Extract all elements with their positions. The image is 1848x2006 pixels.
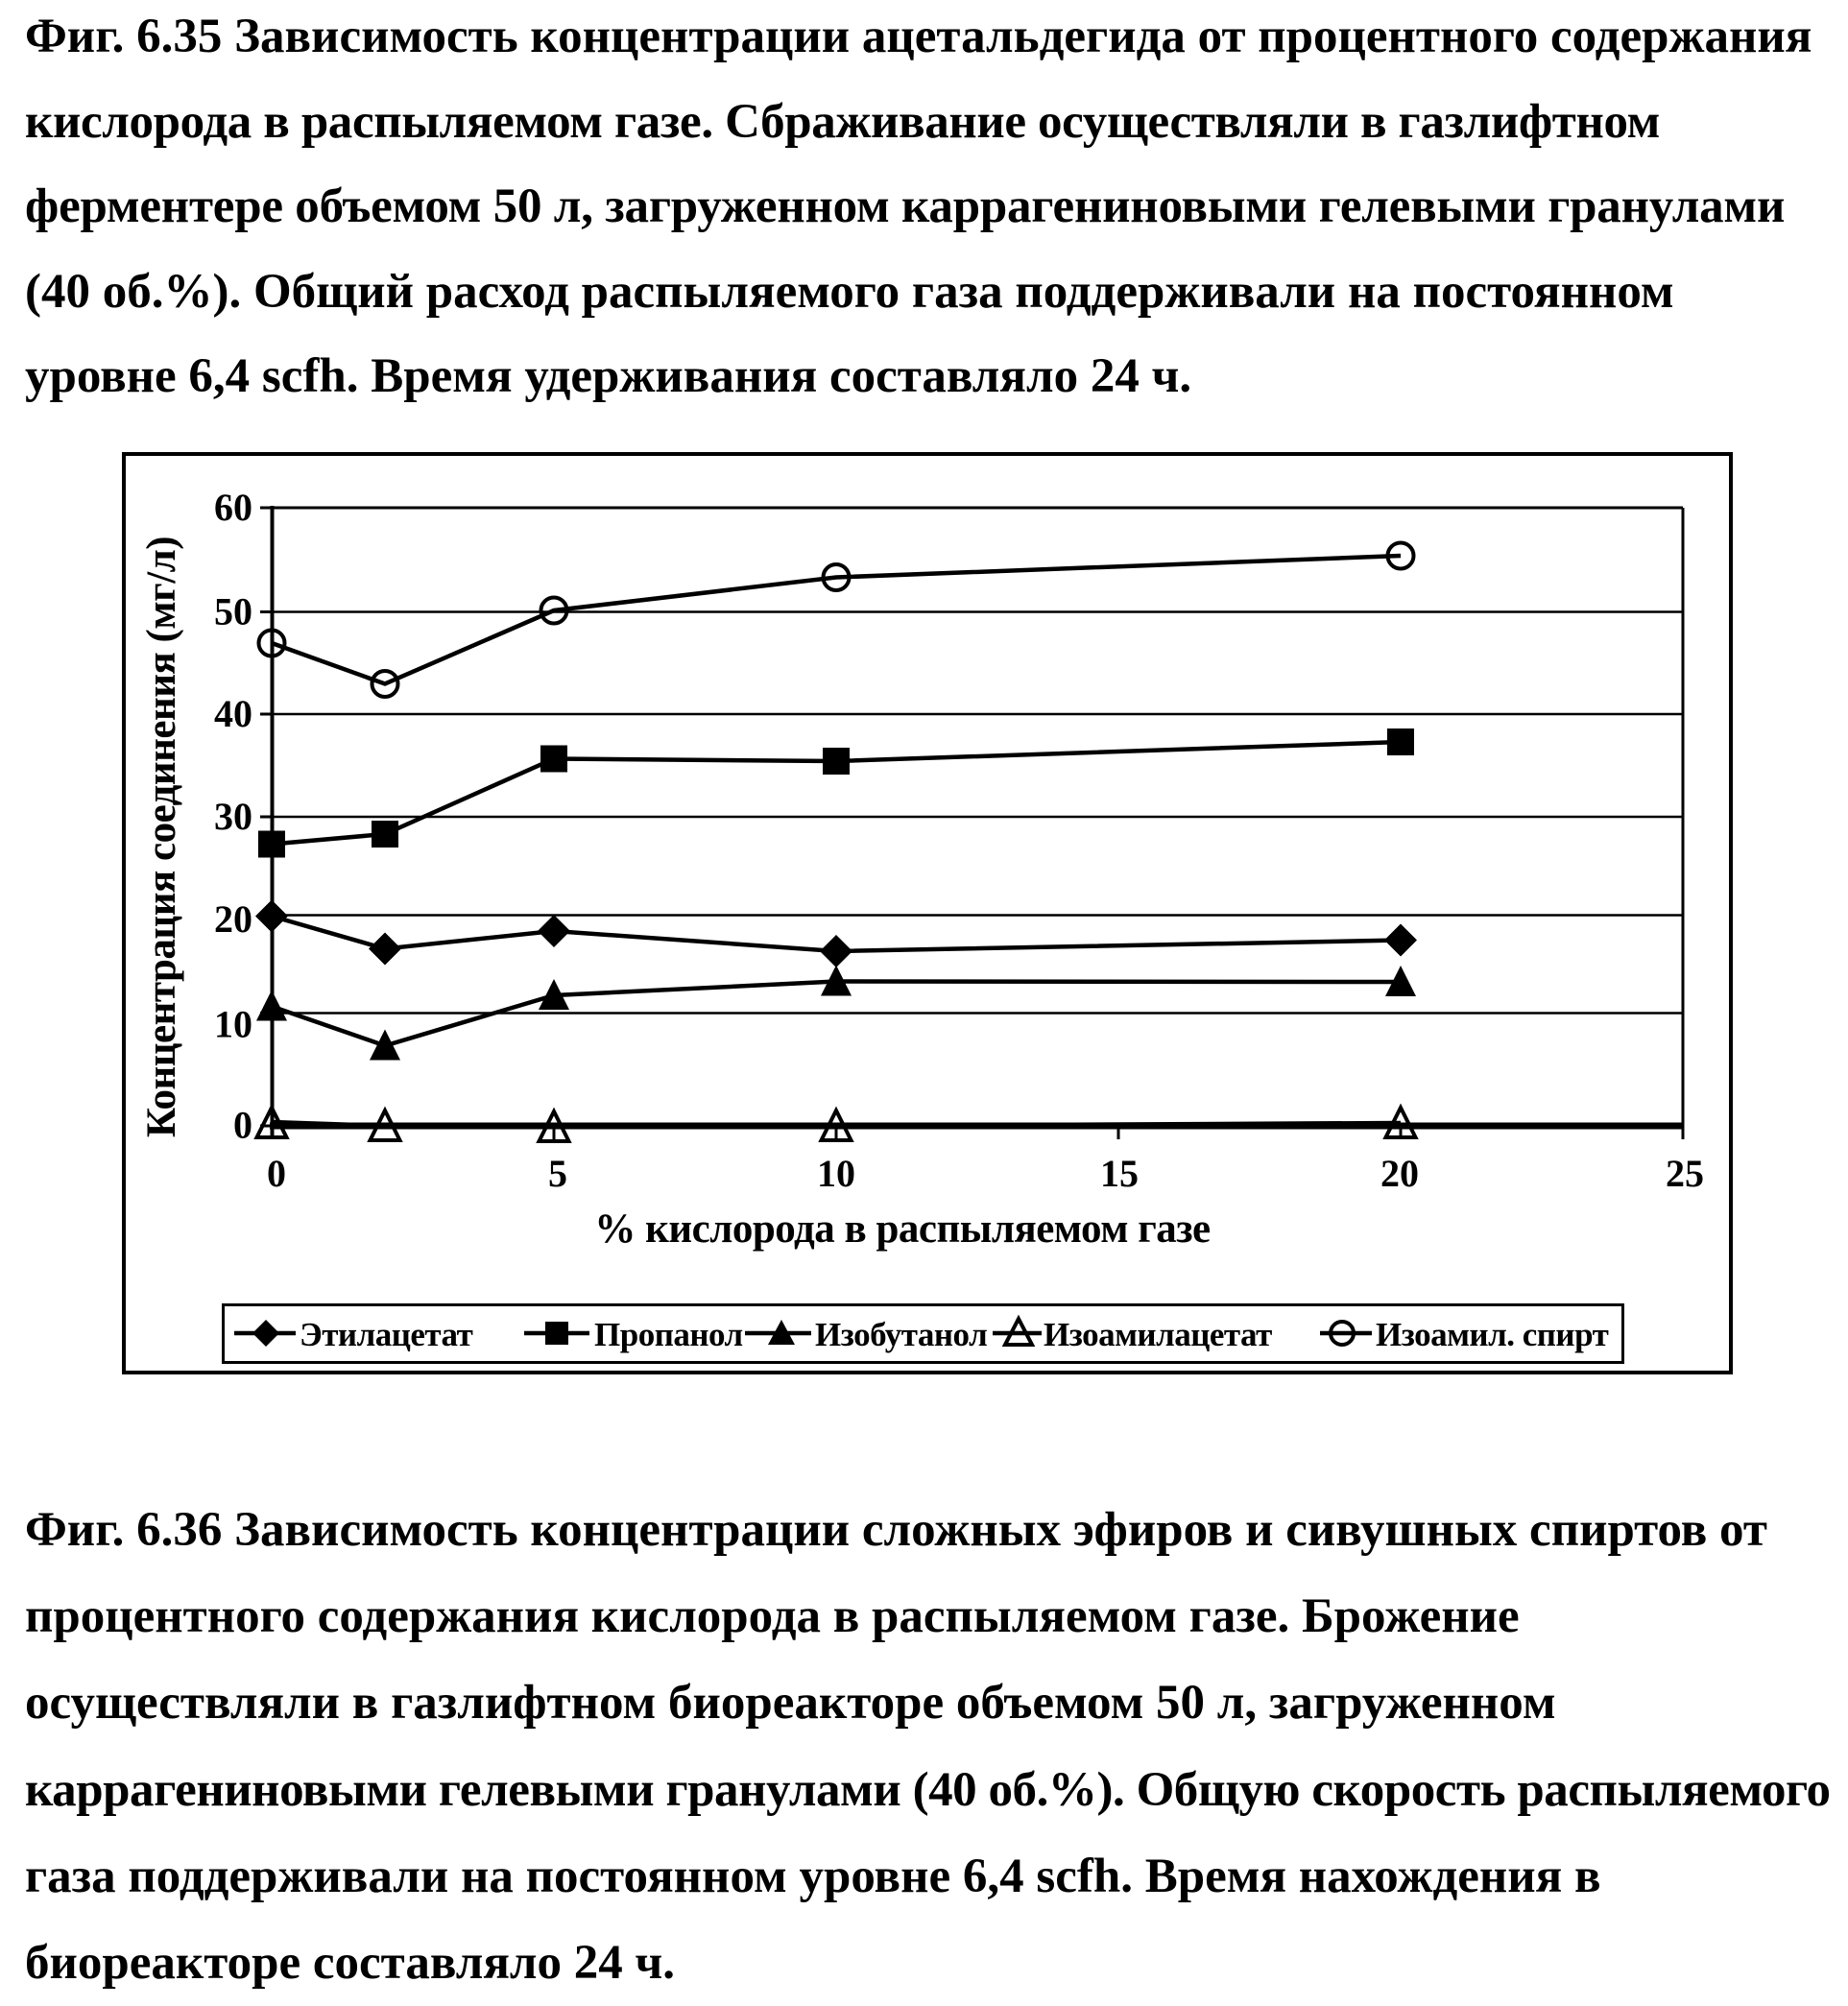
svg-text:60: 60 <box>214 486 252 529</box>
svg-text:Изобутанол: Изобутанол <box>815 1316 987 1353</box>
svg-text:40: 40 <box>214 692 252 735</box>
svg-text:Пропанол: Пропанол <box>594 1316 743 1353</box>
svg-text:0: 0 <box>233 1104 252 1147</box>
svg-text:Изоамилацетат: Изоамилацетат <box>1044 1316 1272 1353</box>
svg-text:20: 20 <box>214 897 252 941</box>
svg-text:5: 5 <box>548 1152 567 1195</box>
svg-text:15: 15 <box>1100 1152 1139 1195</box>
svg-text:% кислорода в распыляемом газе: % кислорода в распыляемом газе <box>594 1206 1210 1252</box>
svg-text:10: 10 <box>214 1003 252 1046</box>
svg-text:20: 20 <box>1380 1152 1419 1195</box>
svg-text:25: 25 <box>1666 1152 1704 1195</box>
svg-text:0: 0 <box>267 1152 286 1195</box>
svg-text:10: 10 <box>817 1152 855 1195</box>
svg-text:Концентрация соединения (мг/л): Концентрация соединения (мг/л) <box>139 537 184 1137</box>
svg-text:50: 50 <box>214 590 252 633</box>
svg-text:30: 30 <box>214 795 252 838</box>
svg-text:Этилацетат: Этилацетат <box>300 1316 473 1353</box>
svg-text:Изоамил. спирт: Изоамил. спирт <box>1376 1316 1609 1353</box>
